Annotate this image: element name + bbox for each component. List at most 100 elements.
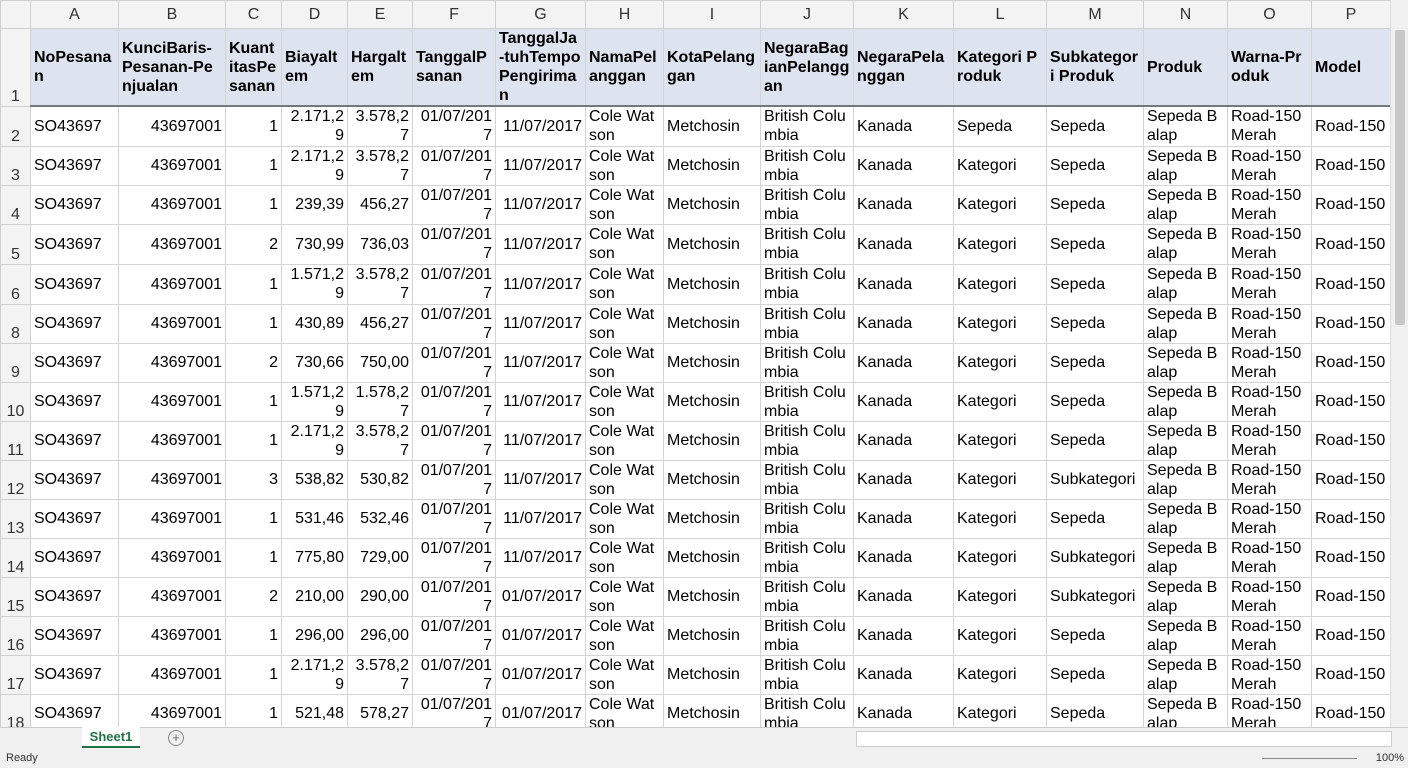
row-header[interactable]: 12	[0, 459, 31, 500]
cell[interactable]: 1	[225, 381, 282, 422]
cell[interactable]: SO43697	[30, 303, 119, 344]
row-header[interactable]: 18	[0, 693, 31, 727]
cell[interactable]: Sepeda Balap	[1143, 420, 1228, 461]
cell[interactable]: 01/07/2017	[412, 654, 496, 695]
cell[interactable]: Kanada	[853, 342, 954, 383]
cell[interactable]: SO43697	[30, 342, 119, 383]
cell[interactable]: Metchosin	[663, 576, 761, 617]
cell[interactable]: 01/07/2017	[412, 223, 496, 265]
cell[interactable]: Cole Watson	[585, 303, 664, 344]
scroll-thumb[interactable]	[1395, 30, 1405, 325]
cell[interactable]: Sepeda Balap	[1143, 342, 1228, 383]
cell[interactable]: British Columbia	[760, 303, 854, 344]
cell[interactable]: 1	[225, 105, 282, 147]
cell[interactable]: Kanada	[853, 498, 954, 539]
cell[interactable]: Kanada	[853, 263, 954, 305]
cell[interactable]: Road-150 Merah	[1227, 459, 1312, 500]
cell[interactable]: Cole Watson	[585, 420, 664, 461]
cell[interactable]: SO43697	[30, 223, 119, 265]
cell[interactable]: Metchosin	[663, 342, 761, 383]
header-cell[interactable]: NoPesanan	[30, 28, 119, 107]
cell[interactable]: Road-150	[1311, 145, 1390, 186]
cell[interactable]: Road-150	[1311, 420, 1390, 461]
column-header[interactable]: C	[225, 0, 282, 29]
cell[interactable]: Sepeda	[1046, 615, 1144, 656]
cell[interactable]: 290,00	[347, 576, 413, 617]
cell[interactable]: Sepeda	[1046, 303, 1144, 344]
header-cell[interactable]: NegaraPelanggan	[853, 28, 954, 107]
cell[interactable]: Road-150 Merah	[1227, 105, 1312, 147]
cell[interactable]: Kanada	[853, 615, 954, 656]
cell[interactable]: Metchosin	[663, 263, 761, 305]
cell[interactable]: Road-150 Merah	[1227, 576, 1312, 617]
column-header[interactable]: N	[1143, 0, 1228, 29]
cell[interactable]: 01/07/2017	[412, 693, 496, 727]
cell[interactable]: 01/07/2017	[495, 576, 586, 617]
cell[interactable]: Sepeda Balap	[1143, 654, 1228, 695]
cell[interactable]: British Columbia	[760, 537, 854, 578]
row-header[interactable]: 11	[0, 420, 31, 461]
cell[interactable]: Kategori	[953, 693, 1047, 727]
cell[interactable]: Road-150	[1311, 576, 1390, 617]
cell[interactable]: Metchosin	[663, 303, 761, 344]
cell[interactable]: British Columbia	[760, 576, 854, 617]
cell[interactable]: Cole Watson	[585, 342, 664, 383]
cell[interactable]: 210,00	[281, 576, 348, 617]
cell[interactable]: 456,27	[347, 303, 413, 344]
column-header[interactable]: A	[30, 0, 119, 29]
cell[interactable]: 43697001	[118, 498, 226, 539]
cell[interactable]: Road-150 Merah	[1227, 303, 1312, 344]
header-cell[interactable]: Produk	[1143, 28, 1228, 107]
cell[interactable]: Sepeda	[953, 105, 1047, 147]
cell[interactable]: Cole Watson	[585, 223, 664, 265]
cell[interactable]: Kategori	[953, 615, 1047, 656]
column-header[interactable]: E	[347, 0, 413, 29]
column-header[interactable]: M	[1046, 0, 1144, 29]
vertical-scrollbar[interactable]	[1390, 0, 1408, 727]
cell[interactable]: Cole Watson	[585, 654, 664, 695]
cell[interactable]: 296,00	[347, 615, 413, 656]
cell[interactable]: 1	[225, 420, 282, 461]
cell[interactable]: Road-150	[1311, 381, 1390, 422]
cell[interactable]: 1.571,29	[281, 381, 348, 422]
column-header[interactable]: D	[281, 0, 348, 29]
cell[interactable]: Metchosin	[663, 420, 761, 461]
cell[interactable]: British Columbia	[760, 420, 854, 461]
row-header[interactable]: 1	[0, 28, 31, 107]
cell[interactable]: Kategori	[953, 459, 1047, 500]
cell[interactable]: SO43697	[30, 263, 119, 305]
cell[interactable]: Road-150 Merah	[1227, 537, 1312, 578]
cell[interactable]: Kategori	[953, 498, 1047, 539]
cell[interactable]: British Columbia	[760, 105, 854, 147]
cell[interactable]: 1	[225, 654, 282, 695]
cell[interactable]: 01/07/2017	[412, 381, 496, 422]
cell[interactable]: British Columbia	[760, 184, 854, 225]
column-header[interactable]: G	[495, 0, 586, 29]
cell[interactable]: Kategori	[953, 184, 1047, 225]
cell[interactable]: 1	[225, 498, 282, 539]
cell[interactable]: 296,00	[281, 615, 348, 656]
header-cell[interactable]: TanggalPsanan	[412, 28, 496, 107]
cell[interactable]: Road-150 Merah	[1227, 223, 1312, 265]
cell[interactable]: Metchosin	[663, 693, 761, 727]
cell[interactable]: Metchosin	[663, 105, 761, 147]
cell[interactable]: 11/07/2017	[495, 498, 586, 539]
cell[interactable]: SO43697	[30, 537, 119, 578]
cell[interactable]: 3.578,27	[347, 263, 413, 305]
cell[interactable]: Sepeda	[1046, 145, 1144, 186]
cell[interactable]: 11/07/2017	[495, 342, 586, 383]
zoom-slider[interactable]	[1262, 758, 1357, 759]
cell[interactable]: 01/07/2017	[412, 184, 496, 225]
cell[interactable]: Kanada	[853, 303, 954, 344]
cell[interactable]: Kanada	[853, 381, 954, 422]
cell[interactable]: 1	[225, 184, 282, 225]
cell[interactable]: Cole Watson	[585, 184, 664, 225]
cell[interactable]: 3.578,27	[347, 654, 413, 695]
cell[interactable]: 1.578,27	[347, 381, 413, 422]
cell[interactable]: 521,48	[281, 693, 348, 727]
row-header[interactable]: 13	[0, 498, 31, 539]
cell[interactable]: Road-150	[1311, 459, 1390, 500]
cell[interactable]: 43697001	[118, 615, 226, 656]
cell[interactable]: Road-150	[1311, 303, 1390, 344]
cell[interactable]: 01/07/2017	[495, 693, 586, 727]
